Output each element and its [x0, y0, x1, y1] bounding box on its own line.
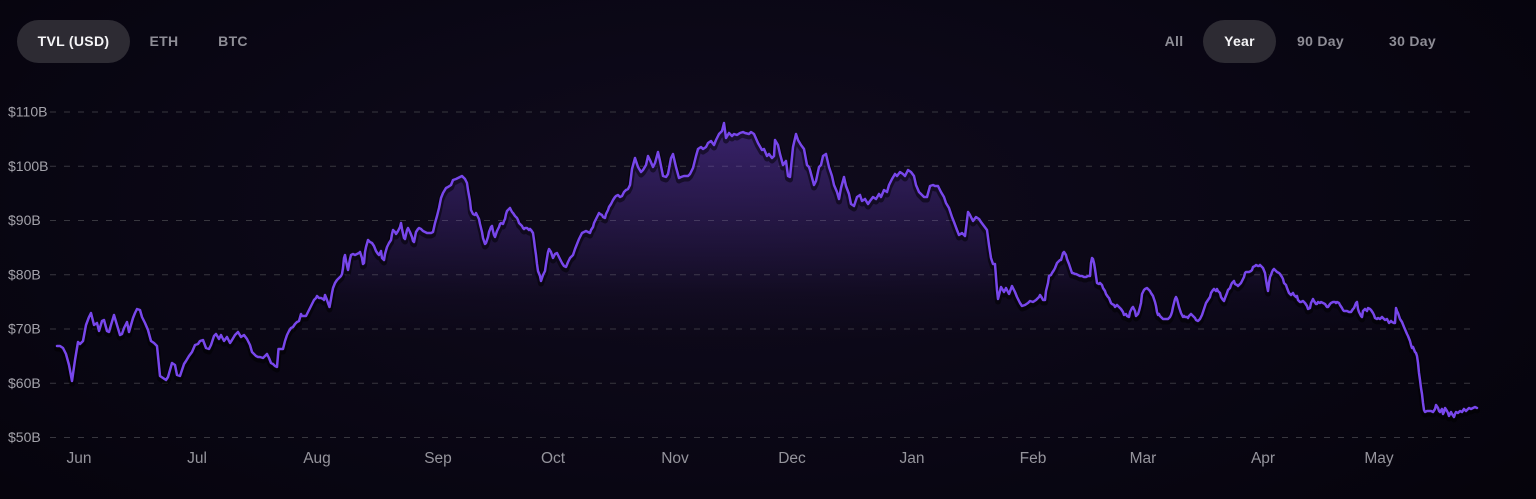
svg-text:$50B: $50B [8, 429, 41, 445]
svg-text:$110B: $110B [8, 104, 47, 120]
svg-text:$70B: $70B [8, 321, 41, 337]
svg-text:$60B: $60B [8, 375, 41, 391]
svg-text:$90B: $90B [8, 212, 41, 228]
svg-text:$100B: $100B [8, 158, 48, 174]
svg-text:$80B: $80B [8, 266, 41, 282]
